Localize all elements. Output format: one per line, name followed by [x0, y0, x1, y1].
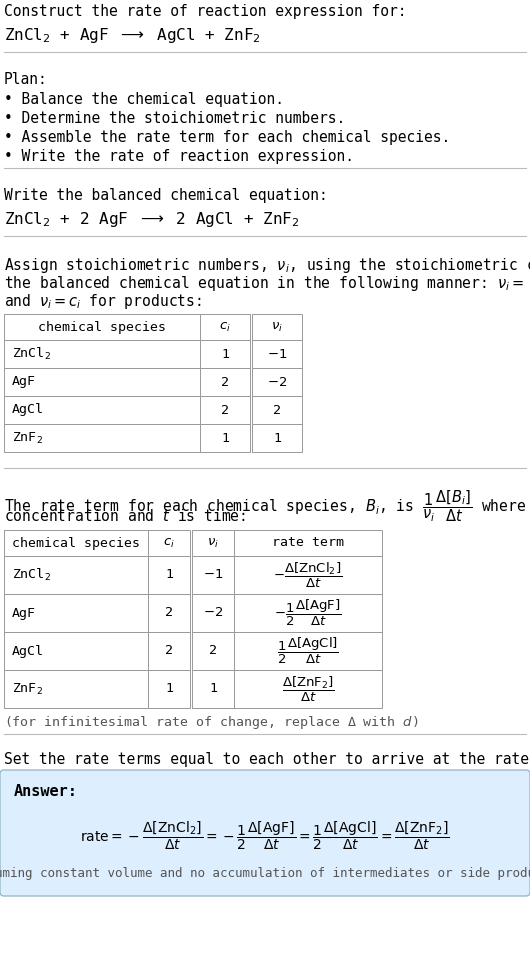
Bar [4, 670, 148, 708]
Text: and $\nu_i = c_i$ for products:: and $\nu_i = c_i$ for products: [4, 292, 202, 311]
Bar [4, 424, 200, 452]
Text: the balanced chemical equation in the following manner: $\nu_i = -c_i$ for react: the balanced chemical equation in the fo… [4, 274, 530, 293]
Text: $\dfrac{1}{2}\dfrac{\Delta[\mathrm{AgCl}]}{\Delta t}$: $\dfrac{1}{2}\dfrac{\Delta[\mathrm{AgCl}… [277, 636, 339, 666]
Text: chemical species: chemical species [12, 537, 140, 549]
Text: $-1$: $-1$ [267, 347, 287, 360]
Bar [234, 556, 382, 594]
Text: ZnCl$_2$ + AgF $\longrightarrow$ AgCl + ZnF$_2$: ZnCl$_2$ + AgF $\longrightarrow$ AgCl + … [4, 26, 261, 45]
Text: AgF: AgF [12, 376, 36, 388]
Bar [252, 368, 302, 396]
Bar [4, 530, 148, 556]
Text: 1: 1 [273, 431, 281, 444]
Bar [200, 314, 250, 340]
Text: AgF: AgF [12, 606, 36, 620]
Bar [4, 632, 148, 670]
Bar [4, 340, 200, 368]
Text: 2: 2 [221, 376, 229, 388]
Text: 1: 1 [165, 568, 173, 582]
Text: ZnCl$_2$: ZnCl$_2$ [12, 567, 51, 583]
Bar [200, 396, 250, 424]
Bar [148, 632, 190, 670]
Text: ZnF$_2$: ZnF$_2$ [12, 430, 43, 446]
Bar [234, 530, 382, 556]
Text: $\dfrac{\Delta[\mathrm{ZnF_2}]}{\Delta t}$: $\dfrac{\Delta[\mathrm{ZnF_2}]}{\Delta t… [281, 674, 334, 704]
Bar [192, 530, 234, 556]
Bar [200, 368, 250, 396]
Text: The rate term for each chemical species, $B_i$, is $\dfrac{1}{\nu_i}\dfrac{\Delt: The rate term for each chemical species,… [4, 488, 530, 523]
Text: $-\dfrac{\Delta[\mathrm{ZnCl_2}]}{\Delta t}$: $-\dfrac{\Delta[\mathrm{ZnCl_2}]}{\Delta… [273, 560, 342, 590]
Text: 1: 1 [209, 682, 217, 696]
Text: • Write the rate of reaction expression.: • Write the rate of reaction expression. [4, 149, 354, 164]
Text: AgCl: AgCl [12, 403, 44, 417]
Text: (for infinitesimal rate of change, replace Δ with $d$): (for infinitesimal rate of change, repla… [4, 714, 419, 731]
Text: $\nu_i$: $\nu_i$ [207, 537, 219, 549]
Bar [200, 340, 250, 368]
Text: 2: 2 [165, 644, 173, 658]
Text: (assuming constant volume and no accumulation of intermediates or side products): (assuming constant volume and no accumul… [0, 868, 530, 880]
Bar [148, 594, 190, 632]
Bar [4, 556, 148, 594]
Text: • Determine the stoichiometric numbers.: • Determine the stoichiometric numbers. [4, 111, 345, 126]
Bar [234, 632, 382, 670]
Text: $c_i$: $c_i$ [219, 320, 231, 334]
Text: chemical species: chemical species [38, 320, 166, 334]
Bar [148, 670, 190, 708]
Text: $\mathrm{rate} = -\dfrac{\Delta[\mathrm{ZnCl_2}]}{\Delta t} = -\dfrac{1}{2}\dfra: $\mathrm{rate} = -\dfrac{\Delta[\mathrm{… [80, 820, 450, 852]
Text: Plan:: Plan: [4, 72, 48, 87]
Bar [4, 594, 148, 632]
Text: 2: 2 [165, 606, 173, 620]
Text: 2: 2 [209, 644, 217, 658]
Text: ZnF$_2$: ZnF$_2$ [12, 681, 43, 697]
Bar [252, 340, 302, 368]
Bar [252, 424, 302, 452]
Bar [192, 670, 234, 708]
Text: 2: 2 [221, 403, 229, 417]
Text: Assign stoichiometric numbers, $\nu_i$, using the stoichiometric coefficients, $: Assign stoichiometric numbers, $\nu_i$, … [4, 256, 530, 275]
Text: Write the balanced chemical equation:: Write the balanced chemical equation: [4, 188, 328, 203]
Text: $-1$: $-1$ [203, 568, 223, 582]
Text: 1: 1 [165, 682, 173, 696]
Text: ZnCl$_2$ + 2 AgF $\longrightarrow$ 2 AgCl + ZnF$_2$: ZnCl$_2$ + 2 AgF $\longrightarrow$ 2 AgC… [4, 210, 299, 229]
Text: ZnCl$_2$: ZnCl$_2$ [12, 346, 51, 362]
Bar [192, 594, 234, 632]
Text: 2: 2 [273, 403, 281, 417]
Text: $-2$: $-2$ [203, 606, 223, 620]
FancyBboxPatch shape [0, 770, 530, 896]
Text: 1: 1 [221, 431, 229, 444]
Text: rate term: rate term [272, 537, 344, 549]
Text: $-2$: $-2$ [267, 376, 287, 388]
Text: Construct the rate of reaction expression for:: Construct the rate of reaction expressio… [4, 4, 407, 19]
Bar [4, 314, 200, 340]
Bar [192, 556, 234, 594]
Text: AgCl: AgCl [12, 644, 44, 658]
Text: $c_i$: $c_i$ [163, 537, 175, 549]
Text: • Assemble the rate term for each chemical species.: • Assemble the rate term for each chemic… [4, 130, 450, 145]
Text: • Balance the chemical equation.: • Balance the chemical equation. [4, 92, 284, 107]
Bar [192, 632, 234, 670]
Bar [252, 314, 302, 340]
Bar [252, 396, 302, 424]
Text: concentration and $t$ is time:: concentration and $t$ is time: [4, 508, 246, 524]
Bar [234, 594, 382, 632]
Text: 1: 1 [221, 347, 229, 360]
Text: Answer:: Answer: [14, 784, 78, 799]
Bar [234, 670, 382, 708]
Bar [200, 424, 250, 452]
Text: Set the rate terms equal to each other to arrive at the rate expression:: Set the rate terms equal to each other t… [4, 752, 530, 767]
Text: $\nu_i$: $\nu_i$ [271, 320, 283, 334]
Text: $-\dfrac{1}{2}\dfrac{\Delta[\mathrm{AgF}]}{\Delta t}$: $-\dfrac{1}{2}\dfrac{\Delta[\mathrm{AgF}… [274, 598, 342, 629]
Bar [4, 396, 200, 424]
Bar [4, 368, 200, 396]
Bar [148, 530, 190, 556]
Bar [148, 556, 190, 594]
